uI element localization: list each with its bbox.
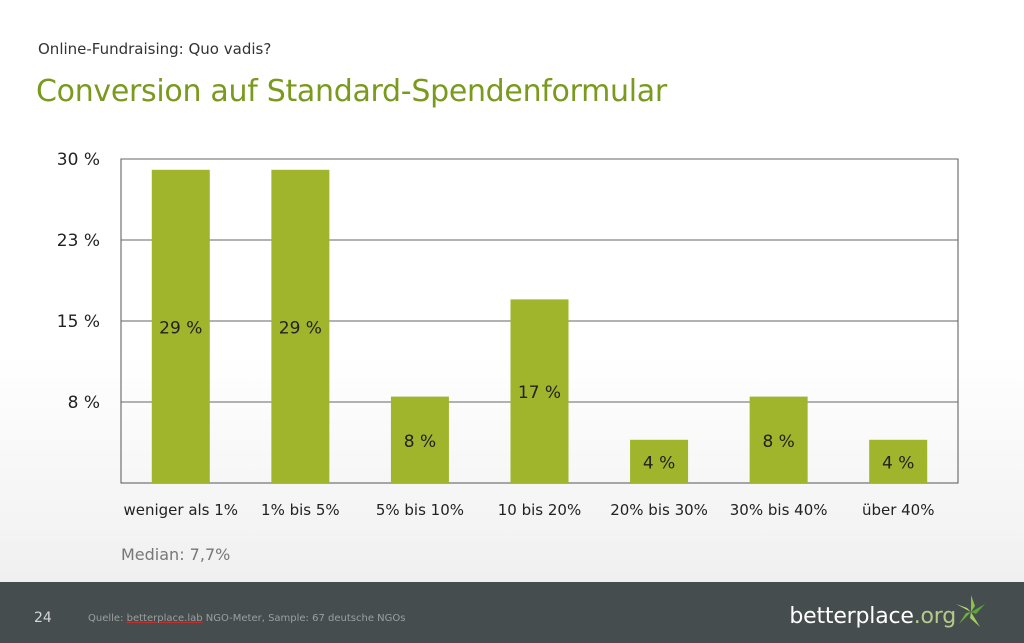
x-tick-label: 30% bis 40% — [730, 501, 828, 519]
source-rest: NGO-Meter, Sample: 67 deutsche NGOs — [202, 613, 406, 624]
footer-bar: 24 Quelle: betterplace.lab NGO-Meter, Sa… — [0, 582, 1024, 643]
data-label: 29 % — [159, 318, 202, 338]
bar — [869, 439, 928, 483]
bar — [390, 396, 449, 483]
source-note: Quelle: betterplace.lab NGO-Meter, Sampl… — [88, 613, 405, 624]
y-tick-label: 23 % — [57, 231, 100, 251]
slide-title: Conversion auf Standard-Spendenformular — [36, 74, 667, 109]
median-annotation: Median: 7,7% — [121, 545, 231, 564]
x-tick-label: über 40% — [862, 501, 935, 519]
x-tick-label: 5% bis 10% — [376, 501, 464, 519]
bar — [749, 396, 808, 483]
y-tick-label: 30 % — [57, 150, 100, 170]
bar — [510, 299, 569, 483]
page-number: 24 — [34, 610, 52, 626]
data-label: 17 % — [518, 383, 561, 403]
x-tick-label: 1% bis 5% — [261, 501, 340, 519]
data-label: 4 % — [882, 453, 914, 473]
logo-suffix-text: .org — [913, 604, 956, 629]
x-tick-label: weniger als 1% — [123, 501, 238, 519]
leaf-logo-icon — [956, 595, 985, 627]
data-label: 8 % — [762, 432, 794, 452]
source-prefix: Quelle: — [88, 613, 127, 624]
x-tick-label: 10 bis 20% — [498, 501, 581, 519]
bar — [271, 169, 330, 484]
data-label: 29 % — [279, 318, 322, 338]
x-tick-label: 20% bis 30% — [610, 501, 708, 519]
slide-subtitle: Online-Fundraising: Quo vadis? — [38, 40, 272, 58]
bar — [630, 439, 689, 483]
y-tick-label: 15 % — [57, 312, 100, 332]
data-label: 4 % — [643, 453, 675, 473]
data-label: 8 % — [404, 432, 436, 452]
bar-chart: 30 % 23 % 15 % 8 % 29 % weniger als 1% 29 % 1% … — [57, 150, 959, 519]
bar — [151, 169, 210, 484]
source-link: betterplace.lab — [126, 613, 203, 624]
logo-main-text: betterplace — [789, 604, 914, 629]
betterplace-logo: betterplace.org — [789, 604, 956, 629]
y-tick-label: 8 % — [68, 393, 100, 413]
